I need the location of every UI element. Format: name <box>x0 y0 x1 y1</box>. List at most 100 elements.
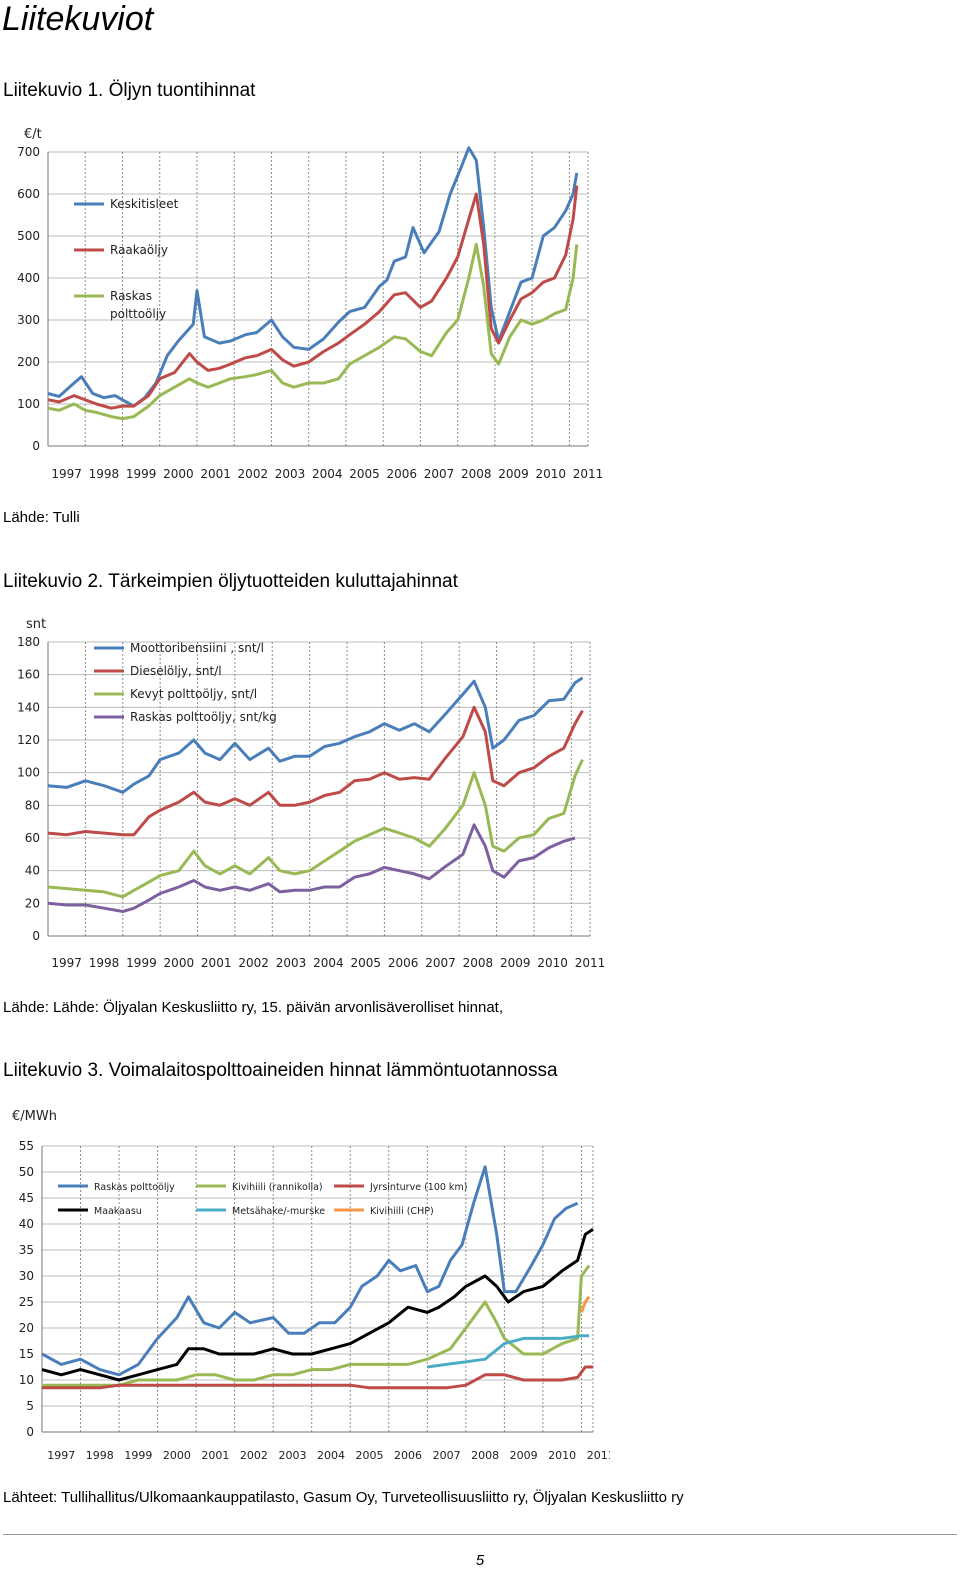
y-tick-label: 60 <box>25 831 40 845</box>
x-tick-label: 2007 <box>425 956 456 970</box>
legend-label: Raakaöljy <box>110 243 168 257</box>
x-tick-label: 2001 <box>200 467 231 481</box>
x-tick-label: 1999 <box>124 1449 152 1462</box>
x-tick-label: 2006 <box>394 1449 422 1462</box>
y-tick-label: 500 <box>17 229 40 243</box>
power-plant-fuel-prices-chart: €/MWh 0 5 10 15 20 25 30 35 40 45 50 55 1997 1998 1999 2… <box>12 1109 610 1462</box>
legend-label: Raskas <box>110 289 152 303</box>
page-number: 5 <box>475 1552 485 1569</box>
legend-label: Raskas polttoöljy <box>94 1182 175 1193</box>
y-tick-label: 300 <box>17 313 40 327</box>
y-tick-label: 40 <box>25 864 40 878</box>
x-tick-label: 2009 <box>510 1449 538 1462</box>
y-tick-label: 20 <box>19 1321 34 1335</box>
x-tick-label: 2011 <box>575 956 606 970</box>
x-tick-label: 2004 <box>313 956 344 970</box>
x-tick-label: 1997 <box>51 467 82 481</box>
y-tick-label: 0 <box>32 929 40 943</box>
series-line-3 <box>427 1334 590 1369</box>
footer-divider <box>3 1534 957 1535</box>
series-line-0 <box>47 676 584 794</box>
x-tick-label: 2011 <box>573 467 604 481</box>
series-line-3 <box>47 823 576 913</box>
consumer-prices-chart: snt 0 20 40 60 80 100 120 140 160 180 1997 1998 1999 2… <box>17 617 606 970</box>
x-tick-label: 2008 <box>471 1449 499 1462</box>
y-tick-label: 100 <box>17 397 40 411</box>
legend-label: Raskas polttoöljy, snt/kg <box>130 710 277 724</box>
x-tick-label: 2005 <box>350 956 381 970</box>
x-tick-label: 2009 <box>500 956 531 970</box>
unit-label: €/MWh <box>12 1109 57 1124</box>
y-tick-label: 35 <box>19 1243 34 1257</box>
legend-label: polttoöljy <box>110 307 166 321</box>
x-tick-label: 2010 <box>548 1449 576 1462</box>
x-tick-label: 2011 <box>587 1449 610 1462</box>
figure-1-title: Liitekuvio 1. Öljyn tuontihinnat <box>3 80 256 101</box>
legend-label: Maakaasu <box>94 1206 142 1217</box>
x-tick-label: 2000 <box>163 467 194 481</box>
y-tick-label: 30 <box>19 1269 34 1283</box>
figure-3-source: Lähteet: Tullihallitus/Ulkomaankauppatil… <box>3 1489 684 1506</box>
figure-1-source: Lähde: Tulli <box>3 509 80 526</box>
series-line-4 <box>42 1365 593 1390</box>
x-tick-label: 2007 <box>433 1449 461 1462</box>
unit-label: snt <box>26 617 46 632</box>
legend-label: Keskitisleet <box>110 197 179 211</box>
x-tick-label: 1998 <box>89 467 120 481</box>
y-tick-label: 200 <box>17 355 40 369</box>
x-tick-label: 1997 <box>51 956 82 970</box>
legend-label: Jyrsinturve (100 km) <box>369 1182 467 1193</box>
series-line-2 <box>42 1264 591 1387</box>
y-tick-label: 80 <box>25 798 40 812</box>
series-line-2 <box>47 758 584 899</box>
x-tick-label: 2006 <box>388 956 419 970</box>
x-tick-label: 2009 <box>498 467 529 481</box>
x-tick-label: 2004 <box>312 467 343 481</box>
figure-2-source: Lähde: Lähde: Öljyalan Keskusliitto ry, … <box>3 999 504 1016</box>
y-tick-label: 0 <box>32 439 40 453</box>
x-tick-label: 2010 <box>537 956 568 970</box>
x-tick-label: 2004 <box>317 1449 345 1462</box>
x-tick-label: 2000 <box>164 956 195 970</box>
x-tick-label: 2007 <box>424 467 455 481</box>
page-title: Liitekuviot <box>2 0 154 38</box>
y-tick-label: 160 <box>17 668 40 682</box>
y-tick-label: 15 <box>19 1347 34 1361</box>
series-line-0 <box>41 1165 579 1377</box>
y-tick-label: 120 <box>17 733 40 747</box>
x-tick-label: 1998 <box>86 1449 114 1462</box>
y-tick-label: 40 <box>19 1217 34 1231</box>
y-tick-label: 50 <box>19 1165 34 1179</box>
y-tick-label: 400 <box>17 271 40 285</box>
y-tick-label: 45 <box>19 1191 34 1205</box>
legend-label: Kivihiili (rannikolla) <box>232 1182 323 1193</box>
oil-import-prices-chart: €/t 0 100 200 300 400 500 600 700 1997 1998 1999 200… <box>17 127 604 481</box>
x-tick-label: 2010 <box>535 467 566 481</box>
x-tick-label: 2001 <box>201 1449 229 1462</box>
x-tick-label: 2006 <box>387 467 418 481</box>
x-tick-label: 2008 <box>463 956 494 970</box>
y-tick-label: 700 <box>17 145 40 159</box>
x-tick-label: 2003 <box>276 956 307 970</box>
y-tick-label: 10 <box>19 1373 34 1387</box>
x-tick-label: 1998 <box>89 956 120 970</box>
series-line-1 <box>47 705 584 837</box>
y-tick-label: 55 <box>19 1139 34 1153</box>
series-line-0 <box>47 146 579 408</box>
y-tick-label: 25 <box>19 1295 34 1309</box>
legend-label: Metsähake/-murske <box>232 1206 325 1217</box>
x-tick-label: 2005 <box>356 1449 384 1462</box>
series-line-2 <box>47 242 579 421</box>
y-tick-label: 0 <box>26 1425 34 1439</box>
figure-3-title: Liitekuvio 3. Voimalaitospolttoaineiden … <box>3 1060 558 1081</box>
x-tick-label: 2002 <box>238 467 269 481</box>
x-tick-label: 1999 <box>126 956 157 970</box>
y-tick-label: 600 <box>17 187 40 201</box>
x-tick-label: 2001 <box>201 956 232 970</box>
x-tick-label: 2008 <box>461 467 492 481</box>
x-tick-label: 2005 <box>349 467 380 481</box>
figure-2-title: Liitekuvio 2. Tärkeimpien öljytuotteiden… <box>3 571 458 592</box>
legend-label: Moottoribensiini , snt/l <box>130 641 264 655</box>
legend-label: Dieselöljy, snt/l <box>130 664 222 678</box>
y-tick-label: 180 <box>17 635 40 649</box>
